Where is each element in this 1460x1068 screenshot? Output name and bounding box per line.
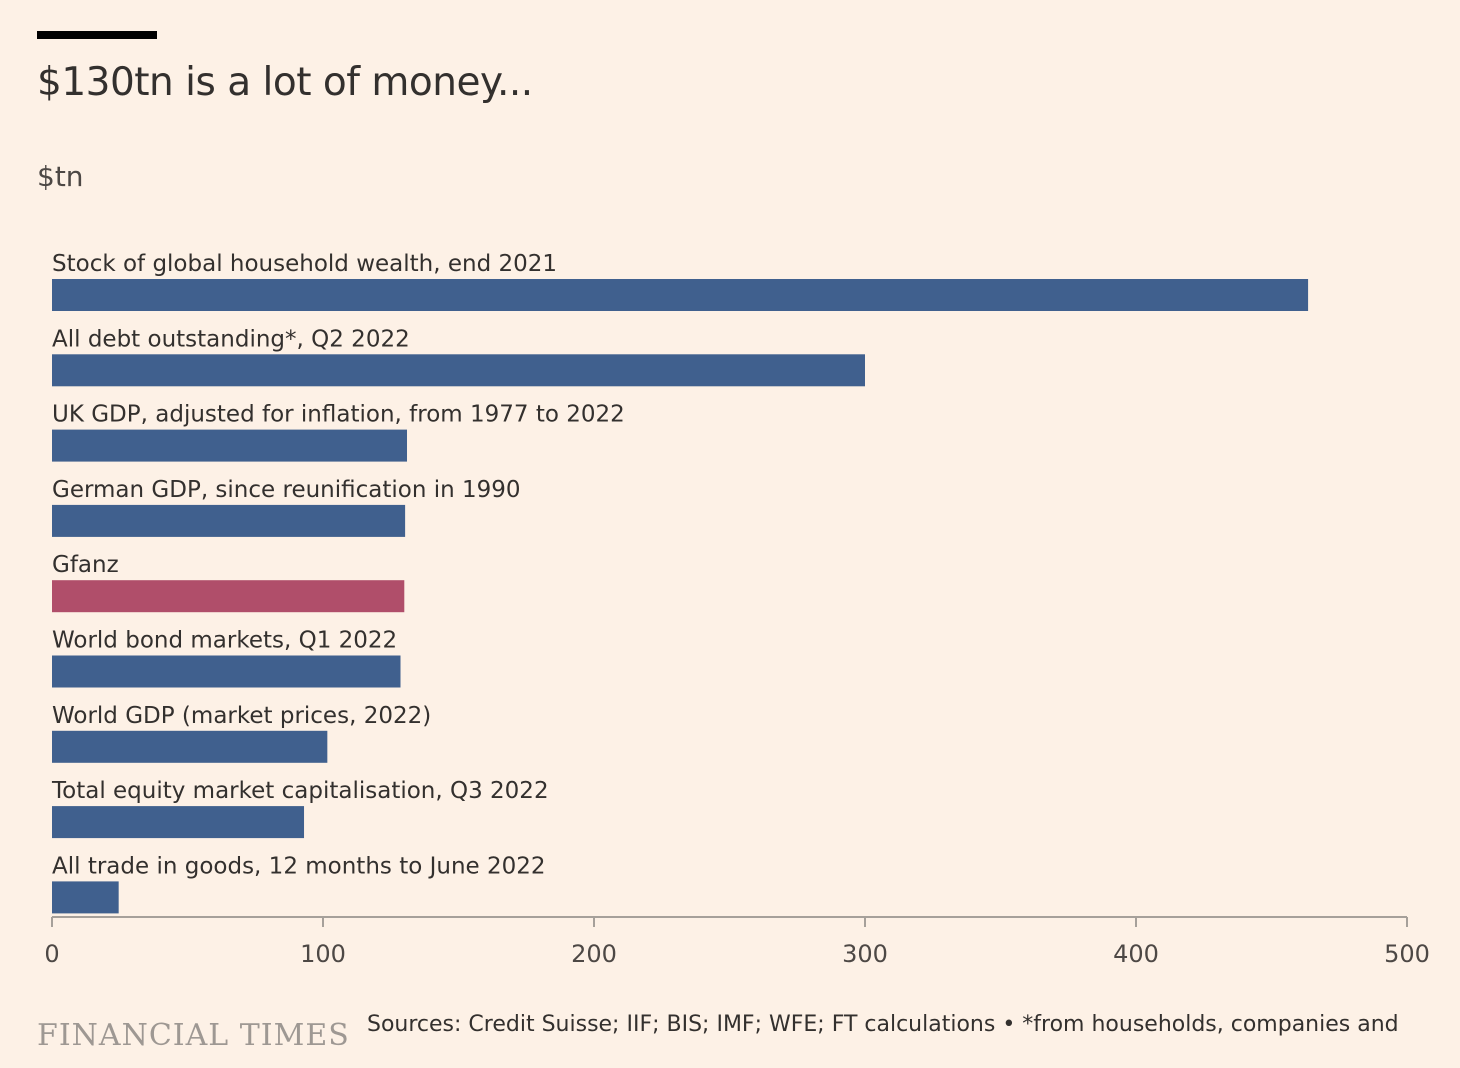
bar-highlight xyxy=(52,580,405,613)
bar xyxy=(52,504,406,537)
bar xyxy=(52,730,328,763)
bar xyxy=(52,279,1309,311)
bars-layer: Stock of global household wealth, end 20… xyxy=(51,251,1309,914)
x-tick-label: 0 xyxy=(44,940,59,968)
x-tick-label: 200 xyxy=(571,940,617,968)
bar xyxy=(52,354,865,387)
bar-label: Gfanz xyxy=(52,552,119,578)
bar xyxy=(52,429,408,462)
bar-label: All trade in goods, 12 months to June 20… xyxy=(52,853,546,879)
x-tick-label: 500 xyxy=(1384,940,1430,968)
bar-label: Total equity market capitalisation, Q3 2… xyxy=(51,778,549,804)
bar xyxy=(52,806,305,839)
x-tick-label: 400 xyxy=(1113,940,1159,968)
x-axis: 0 100 200 300 400 500 xyxy=(44,916,1430,968)
unit-label: $tn xyxy=(37,160,84,193)
chart-title: $130tn is a lot of money... xyxy=(37,60,533,105)
x-tick-label: 300 xyxy=(842,940,888,968)
bar xyxy=(52,655,401,688)
bar-label: Stock of global household wealth, end 20… xyxy=(52,251,557,277)
title-accent-rule xyxy=(37,31,157,39)
x-tick-label: 100 xyxy=(300,940,346,968)
footer: FINANCIAL TIMES Sources: Credit Suisse; … xyxy=(0,1000,1460,1068)
ft-logo: FINANCIAL TIMES xyxy=(37,1018,350,1052)
bar-label: All debt outstanding*, Q2 2022 xyxy=(52,326,410,352)
bar-label: UK GDP, adjusted for inflation, from 197… xyxy=(52,402,625,428)
source-note: Sources: Credit Suisse; IIF; BIS; IMF; W… xyxy=(367,1012,1399,1037)
bar xyxy=(52,881,119,914)
bar-label: World GDP (market prices, 2022) xyxy=(52,703,431,729)
bar-label: German GDP, since reunification in 1990 xyxy=(52,477,521,503)
bar-label: World bond markets, Q1 2022 xyxy=(52,628,397,654)
